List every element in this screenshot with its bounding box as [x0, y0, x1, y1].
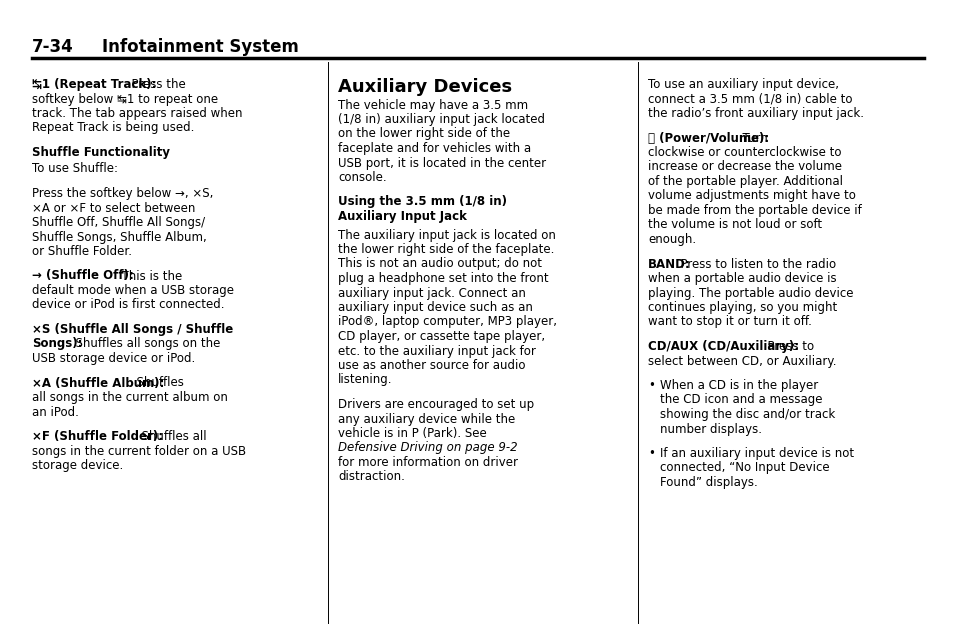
Text: To use Shuffle:: To use Shuffle:: [32, 163, 118, 175]
Text: select between CD, or Auxiliary.: select between CD, or Auxiliary.: [647, 355, 836, 367]
Text: when a portable audio device is: when a portable audio device is: [647, 272, 836, 285]
Text: Shuffle Functionality: Shuffle Functionality: [32, 146, 170, 159]
Text: BAND:: BAND:: [647, 258, 690, 271]
Text: Shuffle Songs, Shuffle Album,: Shuffle Songs, Shuffle Album,: [32, 230, 207, 244]
Text: device or iPod is first connected.: device or iPod is first connected.: [32, 299, 224, 311]
Text: any auxiliary device while the: any auxiliary device while the: [337, 413, 515, 426]
Text: ⨯A or ⨯F to select between: ⨯A or ⨯F to select between: [32, 202, 195, 214]
Text: use as another source for audio: use as another source for audio: [337, 359, 525, 372]
Text: auxiliary input device such as an: auxiliary input device such as an: [337, 301, 533, 314]
Text: This is the: This is the: [113, 269, 182, 283]
Text: clockwise or counterclockwise to: clockwise or counterclockwise to: [647, 146, 841, 159]
Text: Found” displays.: Found” displays.: [659, 476, 757, 489]
Text: showing the disc and/or track: showing the disc and/or track: [659, 408, 835, 421]
Text: enough.: enough.: [647, 233, 696, 246]
Text: Auxiliary Input Jack: Auxiliary Input Jack: [337, 210, 466, 223]
Text: Auxiliary Devices: Auxiliary Devices: [337, 78, 512, 96]
Text: Using the 3.5 mm (1/8 in): Using the 3.5 mm (1/8 in): [337, 195, 506, 209]
Text: To use an auxiliary input device,: To use an auxiliary input device,: [647, 78, 838, 91]
Text: volume adjustments might have to: volume adjustments might have to: [647, 189, 855, 202]
Text: The vehicle may have a 3.5 mm: The vehicle may have a 3.5 mm: [337, 98, 528, 112]
Text: Defensive Driving on page 9-2: Defensive Driving on page 9-2: [337, 441, 517, 454]
Text: Press the softkey below →, ⨯S,: Press the softkey below →, ⨯S,: [32, 187, 213, 200]
Text: default mode when a USB storage: default mode when a USB storage: [32, 284, 233, 297]
Text: ↹1 (Repeat Track):: ↹1 (Repeat Track):: [32, 78, 156, 91]
Text: •: •: [647, 447, 654, 460]
Text: auxiliary input jack. Connect an: auxiliary input jack. Connect an: [337, 286, 525, 299]
Text: of the portable player. Additional: of the portable player. Additional: [647, 175, 842, 188]
Text: Press to: Press to: [760, 340, 814, 353]
Text: ⨯S (Shuffle All Songs / Shuffle: ⨯S (Shuffle All Songs / Shuffle: [32, 323, 233, 336]
Text: Drivers are encouraged to set up: Drivers are encouraged to set up: [337, 398, 534, 411]
Text: ⨯A (Shuffle Album):: ⨯A (Shuffle Album):: [32, 376, 164, 390]
Text: the volume is not loud or soft: the volume is not loud or soft: [647, 218, 821, 232]
Text: vehicle is in P (Park). See: vehicle is in P (Park). See: [337, 427, 486, 440]
Text: all songs in the current album on: all songs in the current album on: [32, 391, 228, 404]
Text: number displays.: number displays.: [659, 422, 761, 436]
Text: on the lower right side of the: on the lower right side of the: [337, 128, 510, 140]
Text: CD/AUX (CD/Auxiliary):: CD/AUX (CD/Auxiliary):: [647, 340, 799, 353]
Text: USB storage device or iPod.: USB storage device or iPod.: [32, 352, 195, 365]
Text: Shuffles: Shuffles: [129, 376, 184, 390]
Text: track. The tab appears raised when: track. The tab appears raised when: [32, 107, 242, 120]
Text: (1/8 in) auxiliary input jack located: (1/8 in) auxiliary input jack located: [337, 113, 544, 126]
Text: Shuffles all: Shuffles all: [133, 430, 207, 443]
Text: the lower right side of the faceplate.: the lower right side of the faceplate.: [337, 243, 554, 256]
Text: If an auxiliary input device is not: If an auxiliary input device is not: [659, 447, 853, 460]
Text: the CD icon and a message: the CD icon and a message: [659, 394, 821, 406]
Text: 7-34: 7-34: [32, 38, 73, 56]
Text: This is not an audio output; do not: This is not an audio output; do not: [337, 258, 541, 271]
Text: increase or decrease the volume: increase or decrease the volume: [647, 161, 841, 174]
Text: songs in the current folder on a USB: songs in the current folder on a USB: [32, 445, 246, 457]
Text: ⏻ (Power/Volume):: ⏻ (Power/Volume):: [647, 131, 768, 144]
Text: Turn: Turn: [734, 131, 766, 144]
Text: be made from the portable device if: be made from the portable device if: [647, 204, 861, 217]
Text: Repeat Track is being used.: Repeat Track is being used.: [32, 121, 194, 135]
Text: Songs):: Songs):: [32, 338, 82, 350]
Text: connected, “No Input Device: connected, “No Input Device: [659, 461, 829, 475]
Text: Infotainment System: Infotainment System: [102, 38, 298, 56]
Text: CD player, or cassette tape player,: CD player, or cassette tape player,: [337, 330, 544, 343]
Text: Press the: Press the: [124, 78, 185, 91]
Text: the radio’s front auxiliary input jack.: the radio’s front auxiliary input jack.: [647, 107, 863, 120]
Text: storage device.: storage device.: [32, 459, 123, 472]
Text: faceplate and for vehicles with a: faceplate and for vehicles with a: [337, 142, 531, 155]
Text: Shuffle Off, Shuffle All Songs/: Shuffle Off, Shuffle All Songs/: [32, 216, 205, 229]
Text: softkey below ↹1 to repeat one: softkey below ↹1 to repeat one: [32, 93, 218, 105]
Text: playing. The portable audio device: playing. The portable audio device: [647, 286, 853, 299]
Text: Press to listen to the radio: Press to listen to the radio: [673, 258, 836, 271]
Text: plug a headphone set into the front: plug a headphone set into the front: [337, 272, 548, 285]
Text: etc. to the auxiliary input jack for: etc. to the auxiliary input jack for: [337, 345, 536, 357]
Text: connect a 3.5 mm (1/8 in) cable to: connect a 3.5 mm (1/8 in) cable to: [647, 93, 852, 105]
Text: Shuffles all songs on the: Shuffles all songs on the: [68, 338, 220, 350]
Text: for more information on driver: for more information on driver: [337, 456, 517, 469]
Text: want to stop it or turn it off.: want to stop it or turn it off.: [647, 316, 811, 329]
Text: ⨯F (Shuffle Folder):: ⨯F (Shuffle Folder):: [32, 430, 163, 443]
Text: listening.: listening.: [337, 373, 392, 387]
Text: continues playing, so you might: continues playing, so you might: [647, 301, 837, 314]
Text: distraction.: distraction.: [337, 470, 404, 484]
Text: iPod®, laptop computer, MP3 player,: iPod®, laptop computer, MP3 player,: [337, 316, 557, 329]
Text: console.: console.: [337, 171, 386, 184]
Text: → (Shuffle Off):: → (Shuffle Off):: [32, 269, 133, 283]
Text: When a CD is in the player: When a CD is in the player: [659, 379, 818, 392]
Text: The auxiliary input jack is located on: The auxiliary input jack is located on: [337, 228, 556, 242]
Text: •: •: [647, 379, 654, 392]
Text: an iPod.: an iPod.: [32, 406, 79, 419]
Text: USB port, it is located in the center: USB port, it is located in the center: [337, 156, 545, 170]
Text: or Shuffle Folder.: or Shuffle Folder.: [32, 245, 132, 258]
